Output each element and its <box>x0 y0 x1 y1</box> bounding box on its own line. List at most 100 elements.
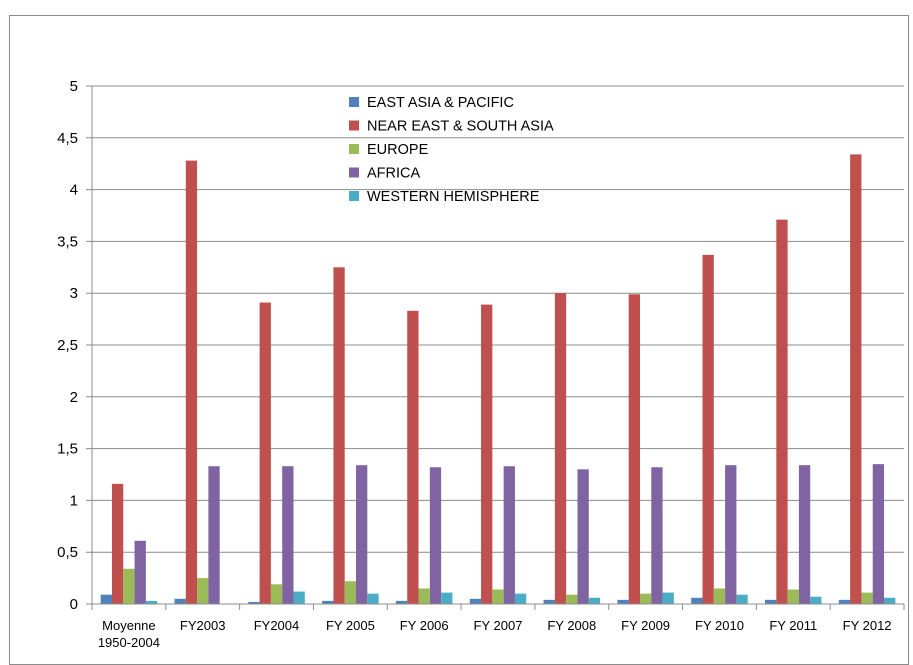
legend-swatch <box>349 120 359 131</box>
bar <box>259 302 271 604</box>
bar <box>838 599 851 604</box>
x-tick-label: FY 2012 <box>843 618 892 633</box>
legend-label: EAST ASIA & PACIFIC <box>367 95 514 111</box>
bar <box>185 160 198 604</box>
bar <box>356 465 368 604</box>
bar <box>798 465 811 604</box>
bar <box>407 310 419 604</box>
y-tick-label: 4 <box>70 182 78 199</box>
x-tick-label: FY 2007 <box>474 618 523 633</box>
series-3 <box>134 464 885 604</box>
bar <box>765 599 777 604</box>
x-tick-label: FY2003 <box>180 618 226 633</box>
bar <box>577 469 589 604</box>
bar <box>514 593 527 604</box>
y-tick-label: 1 <box>70 492 78 509</box>
bar <box>134 540 146 604</box>
bar <box>588 597 601 604</box>
legend-label: NEAR EAST & SOUTH ASIA <box>367 119 554 135</box>
bar <box>543 599 555 604</box>
bar <box>197 578 209 604</box>
bar <box>503 466 515 604</box>
chart-frame <box>9 15 909 665</box>
bar <box>418 588 430 604</box>
bar <box>395 600 408 604</box>
bars <box>100 154 896 604</box>
bar <box>810 596 822 604</box>
bar <box>628 294 640 604</box>
bar <box>662 592 674 604</box>
bar <box>787 589 799 604</box>
bar <box>333 267 345 604</box>
bar <box>554 293 567 604</box>
bar <box>111 483 124 604</box>
x-tick-label: FY 2005 <box>326 618 375 633</box>
bar <box>282 466 294 604</box>
y-tick-label: 1,5 <box>57 441 78 458</box>
bar <box>872 464 885 604</box>
bar <box>270 584 283 604</box>
x-tick-label: FY 2008 <box>547 618 596 633</box>
bar <box>429 467 442 604</box>
bar <box>174 598 186 604</box>
bar <box>776 219 788 604</box>
bar <box>145 600 158 604</box>
bar <box>344 581 357 604</box>
x-tick-label: FY 2006 <box>400 618 449 633</box>
y-tick-label: 3 <box>70 285 78 302</box>
series-4 <box>145 591 896 604</box>
x-tick-label: Moyenne <box>102 618 155 633</box>
bar <box>725 465 737 604</box>
bar <box>639 593 652 604</box>
bar <box>850 154 862 604</box>
bar <box>293 591 305 604</box>
bar <box>884 597 896 604</box>
x-tick-label: FY 2010 <box>695 618 744 633</box>
bar <box>208 466 220 604</box>
x-tick-label: FY 2011 <box>769 618 817 633</box>
bar <box>702 254 714 604</box>
bar <box>469 598 482 604</box>
bar <box>651 467 663 604</box>
y-tick-label: 0,5 <box>57 544 78 561</box>
series-2 <box>123 568 873 604</box>
y-tick-label: 3,5 <box>57 233 78 250</box>
bar <box>123 568 135 604</box>
y-tick-label: 2 <box>70 389 78 406</box>
bar <box>322 600 334 604</box>
bar <box>861 592 873 604</box>
series-0 <box>100 594 851 604</box>
y-tick-label: 0 <box>70 596 78 613</box>
x-axis: Moyenne 1950-2004 FY2003 FY2004 FY 2005 FY 20… <box>91 603 905 650</box>
y-tick-label: 5 <box>70 78 78 95</box>
legend-label: EUROPE <box>367 142 429 158</box>
bar <box>713 588 726 604</box>
legend-swatch <box>349 97 359 107</box>
legend-swatch <box>349 144 359 154</box>
bar <box>617 599 629 604</box>
legend-item: EAST ASIA & PACIFIC <box>349 95 514 111</box>
legend: EAST ASIA & PACIFIC NEAR EAST & SOUTH ASI… <box>349 95 554 205</box>
x-tick-label: 1950-2004 <box>98 635 160 650</box>
legend-swatch <box>349 167 359 178</box>
y-tick-label: 2,5 <box>57 337 78 354</box>
bar <box>492 589 504 604</box>
bar <box>248 601 260 604</box>
legend-item: WESTERN HEMISPHERE <box>349 189 540 205</box>
bar <box>566 594 578 604</box>
x-tick-label: FY 2009 <box>621 618 670 633</box>
bar <box>736 594 748 604</box>
series-1 <box>111 154 862 604</box>
legend-item: NEAR EAST & SOUTH ASIA <box>349 119 554 135</box>
bar <box>367 593 379 604</box>
x-tick-label: FY2004 <box>254 618 300 633</box>
legend-label: AFRICA <box>367 166 421 182</box>
legend-item: EUROPE <box>349 142 429 158</box>
legend-label: WESTERN HEMISPHERE <box>367 189 540 205</box>
bar <box>100 594 112 604</box>
bar <box>691 597 703 604</box>
y-tick-label: 4,5 <box>57 130 78 147</box>
legend-item: AFRICA <box>349 166 421 182</box>
legend-swatch <box>349 191 359 201</box>
